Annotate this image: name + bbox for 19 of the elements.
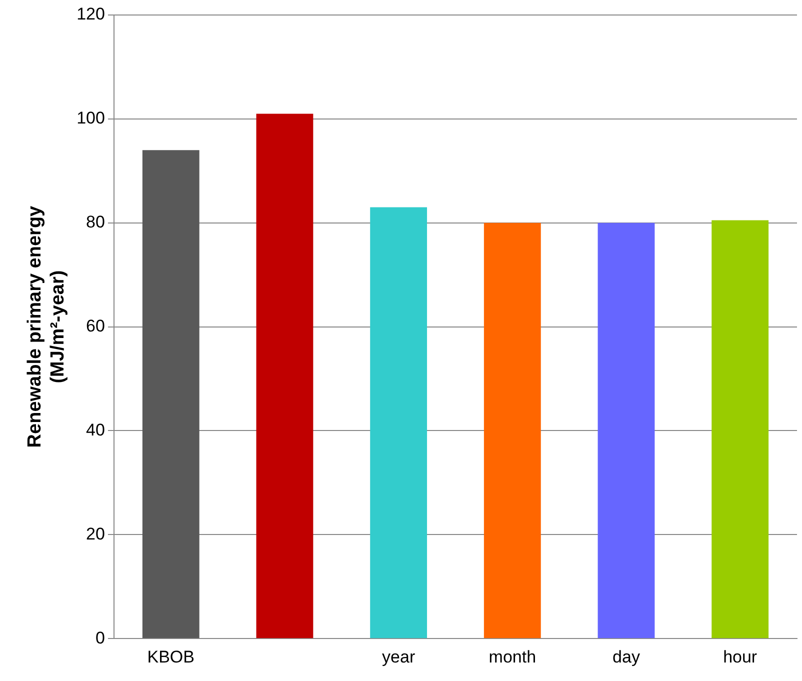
bar: [370, 207, 428, 638]
bar: [598, 222, 655, 638]
y-tick-label: 120: [76, 4, 105, 24]
x-tick-label: day: [612, 647, 640, 666]
x-tick-label: hour: [723, 647, 758, 666]
bar: [712, 220, 769, 638]
bar: [256, 114, 314, 638]
bar: [484, 222, 541, 638]
y-tick-label: 100: [76, 108, 105, 128]
x-tick-label: year: [382, 647, 416, 666]
x-tick-label: month: [488, 647, 536, 666]
y-tick-label: 40: [86, 420, 105, 440]
bar: [142, 150, 200, 638]
y-tick-label: 60: [86, 316, 105, 336]
y-tick-label: 0: [95, 628, 105, 648]
y-tick-label: 20: [86, 524, 105, 544]
y-tick-label: 80: [86, 212, 105, 232]
y-axis-title: Renewable primary energy (MJ/m²-year): [24, 205, 68, 448]
x-tick-label: KBOB: [147, 647, 195, 666]
